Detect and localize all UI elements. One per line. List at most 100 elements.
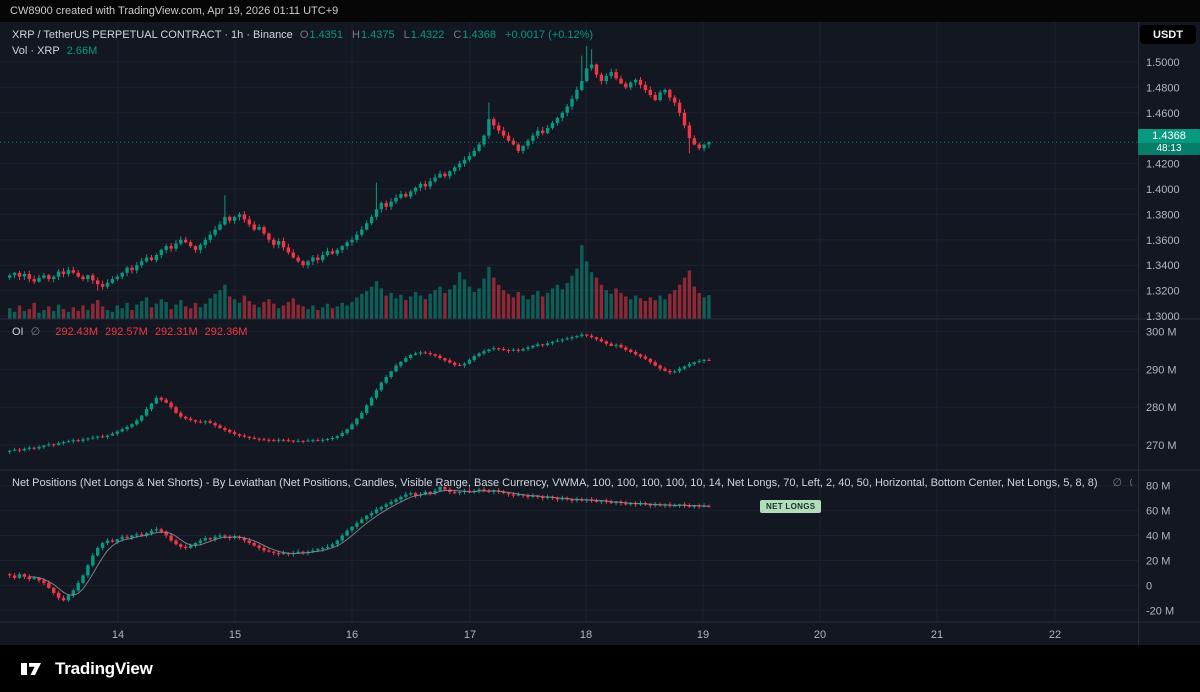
candle [697, 142, 701, 151]
candle [457, 362, 462, 367]
candle [169, 401, 173, 410]
candle [404, 191, 408, 198]
symbol-title[interactable]: XRP / TetherUS PERPETUAL CONTRACT · 1h ·… [12, 29, 293, 41]
candle [237, 212, 242, 221]
candle [154, 526, 159, 532]
candle [330, 435, 335, 441]
candle [291, 440, 295, 444]
axis-label: 1.3200 [1146, 286, 1180, 298]
oi-indicator-title[interactable]: OI [12, 325, 24, 338]
candle [692, 135, 696, 146]
oi-legend: OI ∅ 292.43M 292.57M 292.31M 292.36M [12, 325, 247, 339]
chart-canvas[interactable]: 1.5000 1.4800 1.4600 1.4200 1.4000 1.3800 1.36… [0, 22, 1200, 645]
volume-bar [321, 307, 325, 319]
candle [629, 501, 633, 507]
net-positions-indicator-title[interactable]: Net Positions (Net Longs & Net Shorts) -… [12, 476, 1098, 489]
candle [526, 345, 530, 351]
candle [633, 78, 638, 86]
candle [154, 395, 159, 405]
volume-bar [702, 297, 706, 319]
candle [130, 265, 134, 274]
candle [629, 348, 633, 354]
candle [389, 198, 393, 210]
volume-bar [71, 307, 75, 319]
candle [276, 437, 281, 443]
candle [17, 572, 22, 579]
volume-bars [8, 245, 711, 319]
tradingview-logo-icon[interactable] [20, 660, 46, 678]
candle [188, 416, 193, 422]
candle [413, 351, 418, 356]
volume-bar [677, 284, 682, 319]
candle [707, 504, 711, 508]
volume-bar [511, 297, 516, 319]
oi-open-value: 292.43M [55, 325, 99, 338]
candle [418, 181, 423, 192]
candle [438, 484, 442, 492]
volume-bar [570, 275, 574, 319]
candle [433, 174, 437, 184]
candle [8, 273, 12, 280]
candle [389, 370, 393, 379]
candle [218, 533, 222, 538]
chart-area: 1.5000 1.4800 1.4600 1.4200 1.4000 1.3800 1.36… [0, 22, 1200, 645]
candle [501, 346, 506, 351]
volume-bar [355, 297, 359, 319]
candle [604, 72, 608, 85]
candle [61, 440, 66, 446]
time-scale[interactable] [0, 622, 1138, 645]
axis-label: 290 M [1146, 364, 1177, 376]
candle [360, 517, 364, 524]
volume-bar [575, 268, 579, 319]
candle [52, 275, 56, 283]
candle [472, 354, 476, 362]
candle [541, 343, 545, 348]
candle [340, 533, 344, 543]
bar-countdown: 48:13 [1138, 143, 1200, 155]
volume-indicator-title[interactable]: Vol · XRP [12, 45, 60, 57]
candle [32, 446, 36, 450]
candle [257, 544, 261, 551]
volume-bar [96, 300, 100, 319]
volume-bar [697, 292, 701, 319]
candle [96, 435, 100, 440]
candle [589, 333, 594, 339]
volume-bar [247, 301, 251, 319]
candle [42, 444, 46, 449]
candle [37, 274, 41, 283]
volume-bar [100, 306, 105, 319]
candle [203, 420, 207, 425]
candle [164, 397, 168, 404]
volume-bar [325, 303, 330, 319]
candle [550, 340, 555, 346]
volume-bar [648, 297, 652, 319]
candle [257, 224, 261, 231]
candle [135, 418, 139, 426]
currency-toggle-button[interactable]: USDT [1140, 25, 1196, 44]
candle [213, 226, 217, 237]
volume-bar [448, 289, 452, 319]
volume-bar [379, 288, 383, 319]
tradingview-wordmark[interactable]: TradingView [55, 658, 153, 678]
price-scale[interactable] [1138, 22, 1200, 622]
axis-label: 14 [112, 629, 124, 641]
candle [76, 270, 80, 278]
volume-bar [110, 311, 115, 319]
candle [105, 434, 110, 440]
candle [76, 580, 80, 592]
candle [506, 348, 511, 353]
candle [687, 362, 692, 368]
net-longs-flag: NET LONGS [760, 500, 822, 513]
candle [228, 215, 232, 224]
candle [12, 272, 17, 279]
low-label: L [403, 29, 410, 41]
volume-bar [12, 311, 17, 319]
candle [575, 86, 579, 102]
volume-bar [531, 294, 535, 319]
candle [374, 388, 379, 400]
volume-bar [242, 295, 247, 319]
volume-bar [169, 309, 173, 319]
candle [433, 488, 437, 496]
high-label: H [352, 29, 360, 41]
volume-bar [115, 305, 119, 319]
